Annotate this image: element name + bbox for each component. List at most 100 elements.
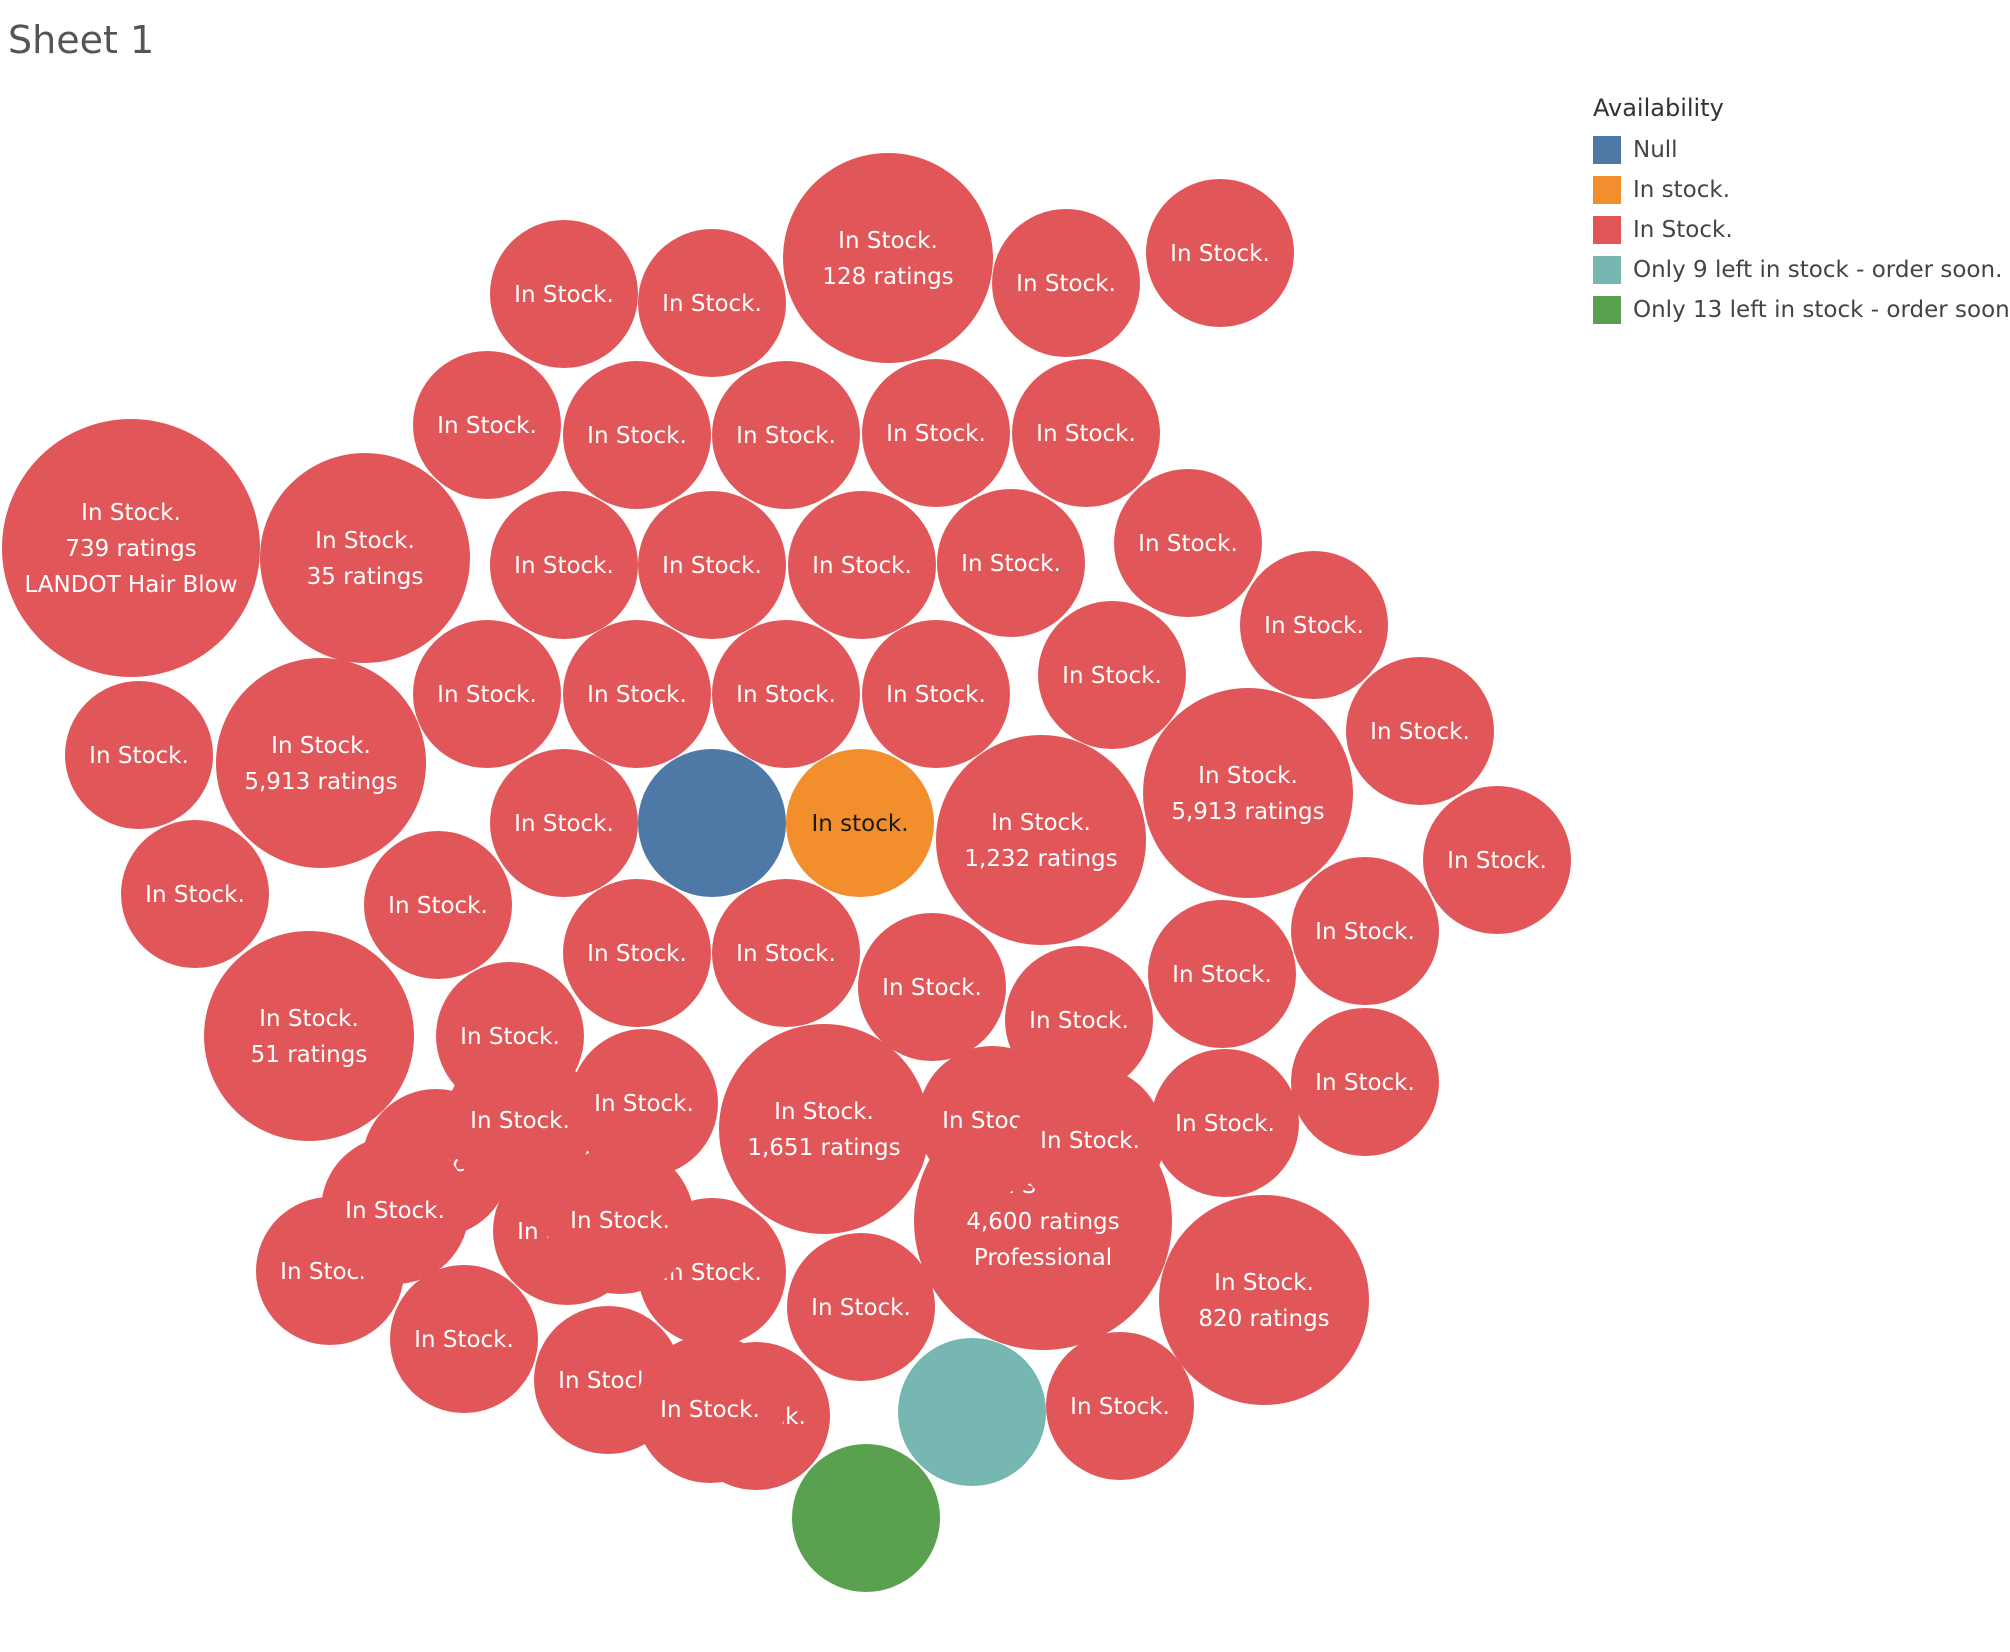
bubble-circle[interactable] (898, 1338, 1046, 1486)
bubble-in-stock[interactable]: In Stock. (1423, 786, 1571, 934)
bubble-in-stock[interactable]: In Stock. (638, 229, 786, 377)
bubble-in-stock[interactable]: In Stock. (1012, 359, 1160, 507)
bubble-in-stock[interactable]: In Stock. (1038, 601, 1186, 749)
bubble-in-stock[interactable]: In Stock. (992, 209, 1140, 357)
bubble-in-stock[interactable]: In Stock. (712, 361, 860, 509)
bubble-circle[interactable] (1005, 946, 1153, 1094)
bubble-in-stock[interactable]: In Stock. 820 ratings (1159, 1195, 1369, 1405)
bubble-in-stock[interactable]: In Stock. (937, 489, 1085, 637)
bubble-in-stock[interactable]: In Stock. (1114, 469, 1262, 617)
bubble-circle[interactable] (712, 361, 860, 509)
legend-item-only-13-left[interactable]: Only 13 left in stock - order soon. (1593, 290, 2010, 330)
bubble-in-stock[interactable]: In Stock. (563, 361, 711, 509)
bubble-circle[interactable] (719, 1024, 929, 1234)
bubble-in-stock[interactable]: In Stock. (858, 913, 1006, 1061)
legend-item-null[interactable]: Null (1593, 130, 2010, 170)
bubble-in-stock[interactable]: In Stock. (1146, 179, 1294, 327)
bubble-circle[interactable] (490, 220, 638, 368)
bubble-in-stock[interactable]: In Stock. (490, 749, 638, 897)
bubble-only-9-left-in-stock-order-soon[interactable] (898, 1338, 1046, 1486)
bubble-circle[interactable] (936, 735, 1146, 945)
bubble-in-stock[interactable]: In Stock. (1291, 1008, 1439, 1156)
bubble-circle[interactable] (1159, 1195, 1369, 1405)
bubble-circle[interactable] (570, 1029, 718, 1177)
bubble-circle[interactable] (1114, 469, 1262, 617)
bubble-circle[interactable] (786, 749, 934, 897)
bubble-circle[interactable] (1346, 657, 1494, 805)
bubble-circle[interactable] (1146, 179, 1294, 327)
bubble-circle[interactable] (1148, 900, 1296, 1048)
bubble-in-stock[interactable]: In Stock. (1346, 657, 1494, 805)
bubble-circle[interactable] (260, 453, 470, 663)
bubble-in-stock[interactable]: In Stock. (364, 831, 512, 979)
bubble-circle[interactable] (490, 749, 638, 897)
bubble-in-stock[interactable]: In Stock. (570, 1029, 718, 1177)
bubble-circle[interactable] (1423, 786, 1571, 934)
legend-item-only-9-left[interactable]: Only 9 left in stock - order soon. (1593, 250, 2010, 290)
bubble-circle[interactable] (413, 351, 561, 499)
bubble-circle[interactable] (413, 620, 561, 768)
bubble-circle[interactable] (858, 913, 1006, 1061)
bubble-circle[interactable] (712, 879, 860, 1027)
bubble-circle[interactable] (638, 229, 786, 377)
bubble-in-stock[interactable]: In Stock. (712, 879, 860, 1027)
bubble-circle[interactable] (1012, 359, 1160, 507)
bubble-in-stock[interactable]: In Stock. 5,913 ratings (1143, 688, 1353, 898)
bubble-circle[interactable] (446, 1046, 594, 1194)
bubble-in-stock[interactable]: In Stock. (446, 1046, 594, 1194)
bubble-in-stock[interactable]: In Stock. (546, 1146, 694, 1294)
bubble-in-stock[interactable]: In Stock. (490, 491, 638, 639)
bubble-in-stock[interactable]: In Stock. (1240, 551, 1388, 699)
bubble-in-stock[interactable]: In Stock. 1,651 ratings (719, 1024, 929, 1234)
bubble-circle[interactable] (636, 1335, 784, 1483)
bubble-circle[interactable] (546, 1146, 694, 1294)
bubble-circle[interactable] (937, 489, 1085, 637)
bubble-in-stock[interactable]: In Stock. (413, 620, 561, 768)
bubble-in-stock[interactable]: In Stock. 5,913 ratings (216, 658, 426, 868)
bubble-in-stock[interactable]: In Stock. (321, 1136, 469, 1284)
bubble-in-stock[interactable]: In Stock. (121, 820, 269, 968)
bubble-in-stock[interactable]: In Stock. (1291, 857, 1439, 1005)
bubble-circle[interactable] (216, 658, 426, 868)
bubble-in-stock[interactable]: In Stock. (862, 359, 1010, 507)
bubble-in-stock[interactable]: In Stock. (1148, 900, 1296, 1048)
bubble-in-stock[interactable]: In Stock. (65, 681, 213, 829)
bubble-circle[interactable] (862, 359, 1010, 507)
bubble-circle[interactable] (563, 879, 711, 1027)
bubble-in-stock[interactable]: In Stock. 1,232 ratings (936, 735, 1146, 945)
bubble-in-stock[interactable]: In Stock. (563, 620, 711, 768)
bubble-only-13-left-in-stock-order-soon[interactable] (792, 1444, 940, 1592)
bubble-circle[interactable] (390, 1265, 538, 1413)
bubble-in-stock[interactable]: In Stock. 51 ratings (204, 931, 414, 1141)
bubble-circle[interactable] (364, 831, 512, 979)
bubble-circle[interactable] (65, 681, 213, 829)
bubble-circle[interactable] (712, 620, 860, 768)
bubble-in-stock[interactable]: In Stock. 128 ratings (783, 153, 993, 363)
bubble-circle[interactable] (1291, 1008, 1439, 1156)
bubble-null[interactable] (638, 749, 786, 897)
bubble-circle[interactable] (638, 491, 786, 639)
bubble-circle[interactable] (992, 209, 1140, 357)
bubble-circle[interactable] (321, 1136, 469, 1284)
bubble-circle[interactable] (1151, 1049, 1299, 1197)
bubble-in-stock[interactable]: In Stock. (638, 491, 786, 639)
bubble-in-stock[interactable]: In stock. (786, 749, 934, 897)
bubble-in-stock[interactable]: In Stock. 35 ratings (260, 453, 470, 663)
bubble-in-stock[interactable]: In Stock. (1016, 1066, 1164, 1214)
bubble-circle[interactable] (121, 820, 269, 968)
bubble-circle[interactable] (563, 620, 711, 768)
bubble-in-stock[interactable]: In Stock. (636, 1335, 784, 1483)
legend-item-in-stock-lower[interactable]: In stock. (1593, 170, 2010, 210)
bubble-in-stock[interactable]: In Stock. (390, 1265, 538, 1413)
bubble-in-stock[interactable]: In Stock. (490, 220, 638, 368)
bubble-circle[interactable] (1143, 688, 1353, 898)
bubble-circle[interactable] (1291, 857, 1439, 1005)
bubble-circle[interactable] (792, 1444, 940, 1592)
bubble-circle[interactable] (1038, 601, 1186, 749)
bubble-circle[interactable] (1016, 1066, 1164, 1214)
bubble-circle[interactable] (787, 1233, 935, 1381)
legend-item-in-stock[interactable]: In Stock. (1593, 210, 2010, 250)
bubble-circle[interactable] (783, 153, 993, 363)
bubble-in-stock[interactable]: In Stock. (712, 620, 860, 768)
bubble-circle[interactable] (1046, 1332, 1194, 1480)
